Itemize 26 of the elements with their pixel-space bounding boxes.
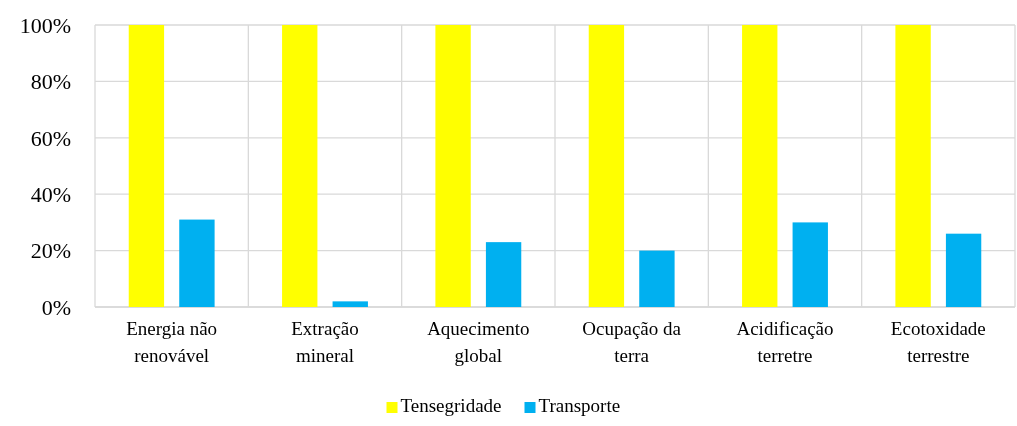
bar (588, 25, 625, 307)
y-tick-label: 40% (30, 181, 71, 207)
y-tick-label: 80% (30, 69, 71, 95)
bar (485, 242, 522, 307)
bar (435, 25, 471, 307)
y-tick-label: 100% (19, 12, 71, 38)
bar (792, 222, 828, 307)
x-tick-label: Acidificação terretre (736, 318, 834, 366)
y-tick-label: 20% (30, 238, 71, 264)
y-tick-label: 60% (30, 125, 71, 151)
x-tick-label: Ocupação da terra (582, 318, 682, 366)
x-tick-label: Aquecimento global (427, 318, 530, 366)
bar (128, 25, 165, 307)
bar (332, 301, 368, 307)
bar (282, 25, 318, 307)
y-tick-label: 0% (41, 294, 71, 320)
x-tick-label: Extração mineral (291, 318, 359, 366)
legend-label: Transporte (538, 395, 621, 416)
bar (179, 219, 215, 307)
x-tick-label: Ecotoxidade terrestre (890, 318, 986, 366)
bar (895, 25, 931, 307)
bar (945, 233, 982, 307)
bar (639, 250, 675, 307)
bar (742, 25, 778, 307)
x-tick-label: Energia não renovável (126, 318, 218, 366)
legend-label: Tensegridade (400, 395, 502, 416)
